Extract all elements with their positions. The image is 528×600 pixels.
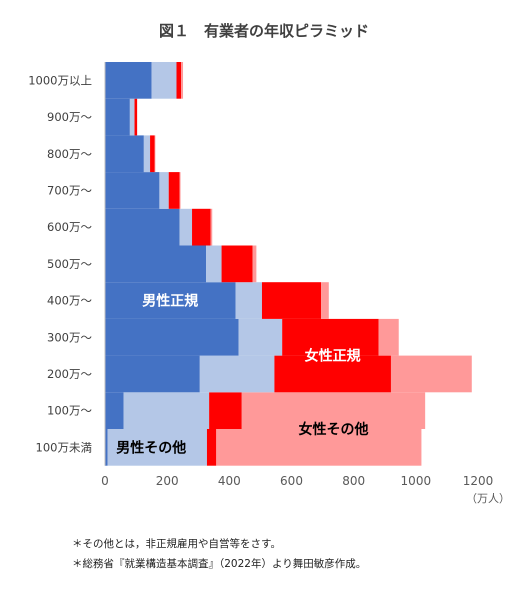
bar-s4-0: [216, 429, 422, 466]
bar-s2-4: [235, 282, 262, 319]
series-label-1: 男性正規: [142, 293, 198, 310]
bar-s2-2: [199, 355, 275, 393]
bar-s4-4: [321, 282, 329, 319]
category-label: 700万〜: [47, 183, 92, 197]
bar-s4-1: [241, 392, 426, 429]
bars-layer: [105, 62, 472, 466]
bar-s1-8: [105, 135, 144, 173]
category-label: 500万〜: [47, 257, 92, 271]
x-axis-unit: （万人）: [466, 492, 510, 505]
bar-s1-6: [105, 208, 180, 246]
bar-s3-1: [209, 392, 242, 429]
bar-s4-7: [179, 172, 181, 209]
bar-s3-0: [206, 429, 217, 466]
category-label: 400万〜: [47, 294, 92, 308]
category-label: 1000万以上: [28, 73, 92, 87]
category-label: 600万〜: [47, 220, 92, 234]
bar-s4-8: [154, 135, 156, 173]
category-label: 100万〜: [47, 404, 92, 418]
footnote-source: ＊総務省『就業構造基本調査』（2022年）より舞田敏彦作成。: [72, 558, 367, 570]
x-tick-label: 600: [280, 474, 303, 488]
bar-s3-7: [168, 172, 180, 209]
bar-s3-5: [221, 245, 253, 283]
bar-s4-6: [210, 208, 213, 246]
bar-s2-7: [159, 172, 169, 209]
bar-s1-3: [105, 318, 239, 356]
bar-s2-1: [123, 392, 210, 429]
x-tick-label: 800: [342, 474, 365, 488]
x-tick-label: 1200: [463, 474, 494, 488]
bar-s2-0: [107, 429, 207, 466]
series-label-4: 女性その他: [298, 421, 368, 438]
bar-s4-2: [390, 355, 472, 393]
bar-s4-3: [378, 318, 399, 356]
bar-s2-5: [206, 245, 222, 283]
bar-s3-8: [150, 135, 155, 173]
bar-s3-10: [176, 62, 182, 99]
bar-s3-6: [192, 208, 211, 246]
bar-s3-2: [274, 355, 391, 393]
bar-s1-5: [105, 245, 207, 283]
category-label: 900万〜: [47, 110, 92, 124]
bar-s1-1: [105, 392, 124, 429]
series-label-3: 女性正規: [305, 348, 361, 365]
category-label: 800万〜: [47, 147, 92, 161]
bar-s1-7: [105, 172, 160, 209]
bar-s2-10: [151, 62, 177, 99]
category-label: 300万〜: [47, 330, 92, 344]
bar-s1-9: [105, 98, 130, 136]
bar-s3-9: [134, 98, 138, 136]
bar-s4-10: [181, 62, 184, 99]
x-tick-label: 1000: [401, 474, 432, 488]
x-tick-label: 400: [218, 474, 241, 488]
bar-s1-10: [105, 62, 152, 99]
bar-s3-4: [261, 282, 322, 319]
bar-s2-6: [179, 208, 193, 246]
footnotes: ＊その他とは，非正規雇用や自営等をさす。 ＊総務省『就業構造基本調査』（2022…: [72, 534, 366, 574]
bar-s3-3: [282, 318, 379, 356]
series-label-2: 男性その他: [116, 439, 186, 456]
x-tick-label: 0: [101, 474, 109, 488]
category-label: 200万〜: [47, 367, 92, 381]
footnote-definition: ＊その他とは，非正規雇用や自営等をさす。: [72, 538, 281, 550]
category-labels: 100万未満 100万〜 200万〜 300万〜 400万〜 500万〜 600万〜 700万…: [28, 73, 92, 454]
x-axis-ticks: 0 200 400 600 800 1000 1200: [101, 62, 493, 488]
chart-title: 図１ 有業者の年収ピラミッド: [159, 22, 369, 40]
bar-s1-0: [105, 429, 108, 466]
x-tick-label: 200: [156, 474, 179, 488]
bar-s1-2: [105, 355, 200, 393]
bar-s2-3: [238, 318, 283, 356]
bar-s2-9: [129, 98, 135, 136]
category-label: 100万未満: [36, 440, 92, 454]
bar-s2-8: [143, 135, 151, 173]
bar-s1-4: [105, 282, 236, 319]
bar-s4-5: [252, 245, 257, 283]
